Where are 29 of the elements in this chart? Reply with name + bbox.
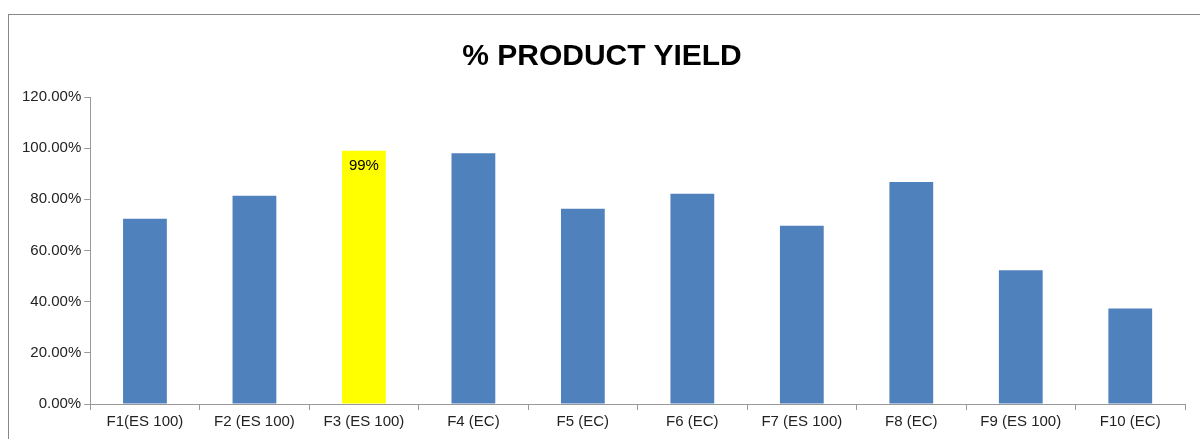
x-tick-label: F2 (ES 100): [214, 412, 295, 430]
y-tick-label: 0.00%: [38, 394, 82, 412]
bar: [1108, 308, 1153, 404]
y-tick-label: 60.00%: [30, 240, 82, 258]
x-tick-label: F9 (ES 100): [980, 412, 1062, 430]
x-tick-label: F7 (ES 100): [761, 412, 843, 430]
bar: [451, 153, 496, 404]
bar: [232, 195, 277, 404]
x-tick-label: F6 (EC): [666, 412, 719, 430]
x-tick-label: F1(ES 100): [106, 412, 184, 430]
y-tick-label: 40.00%: [30, 291, 82, 309]
x-tick-label: F3 (ES 100): [323, 412, 405, 430]
bar: [779, 225, 824, 404]
bar: [670, 193, 715, 404]
y-tick-label: 80.00%: [30, 189, 82, 207]
x-tick-label: F10 (EC): [1099, 412, 1161, 430]
bar: [998, 270, 1043, 404]
x-tick-label: F8 (EC): [885, 412, 938, 430]
x-tick-label: F4 (EC): [447, 412, 500, 430]
bar: [889, 181, 934, 404]
y-tick-label: 120.00%: [22, 87, 82, 105]
chart-title: % PRODUCT YIELD: [462, 38, 742, 72]
bar: [560, 208, 605, 404]
bar: [342, 150, 386, 404]
bar: [123, 218, 167, 404]
y-tick-label: 100.00%: [22, 138, 82, 156]
x-tick-label: F5 (EC): [556, 412, 610, 430]
data-label: 99%: [348, 156, 379, 174]
y-tick-label: 20.00%: [30, 342, 82, 360]
